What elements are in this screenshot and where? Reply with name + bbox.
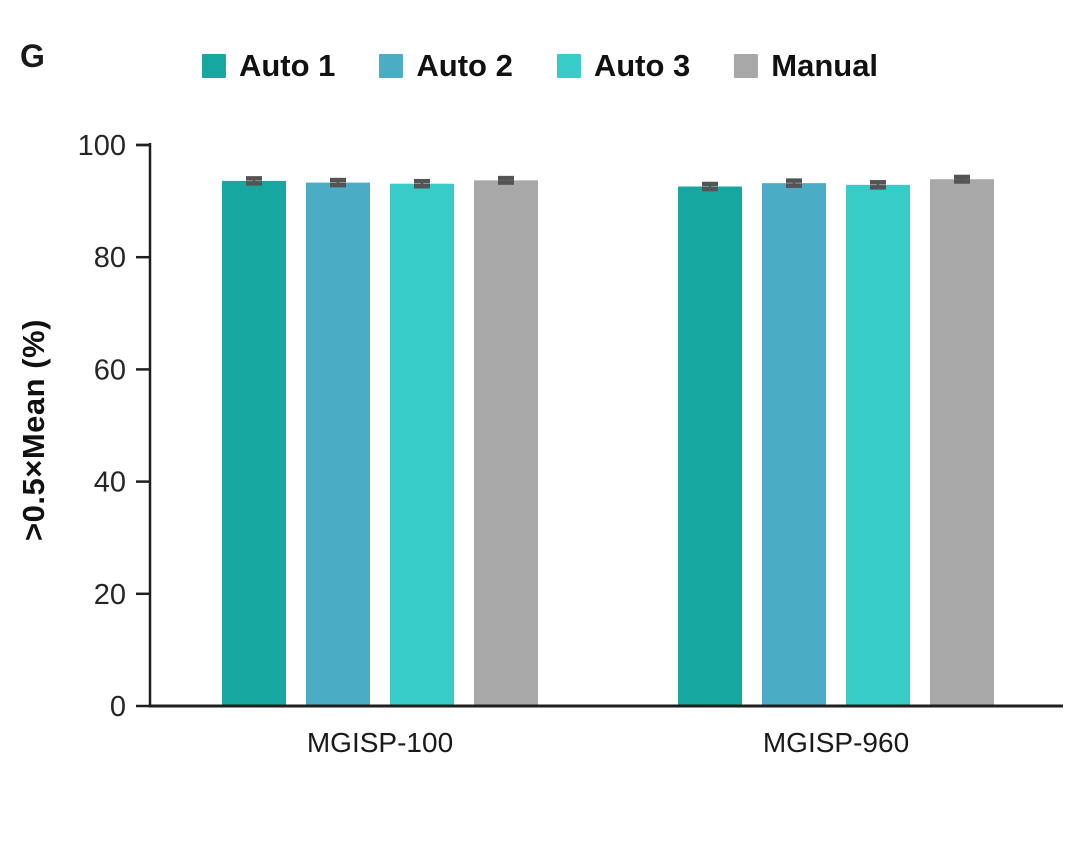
legend-label-auto-3: Auto 3: [593, 48, 691, 83]
legend-swatch-auto-3: [556, 53, 581, 78]
legend-label-auto-1: Auto 1: [238, 48, 336, 83]
bar-auto-1-mgisp-100: [222, 180, 286, 705]
bar-manual-mgisp-100: [474, 180, 538, 705]
legend-item-manual: Manual: [734, 50, 878, 81]
legend-swatch-manual: [734, 53, 759, 78]
y-tick-label: 0: [110, 691, 126, 723]
legend-item-auto-2: Auto 2: [379, 48, 513, 83]
legend-label-manual: Manual: [771, 48, 879, 83]
y-tick-label: 80: [94, 242, 126, 274]
bar-auto-3-mgisp-960: [846, 184, 910, 705]
legend-item-auto-1: Auto 1: [201, 48, 336, 83]
x-category-label: MGISP-100: [307, 727, 453, 758]
panel-label: G: [20, 38, 45, 74]
legend-swatch-auto-2: [379, 53, 404, 78]
y-tick-label: 40: [94, 467, 126, 499]
x-category-label: MGISP-960: [763, 727, 909, 758]
legend: Auto 1 Auto 2 Auto 3 Manual: [201, 48, 878, 83]
bar-auto-2-mgisp-960: [762, 183, 826, 705]
bar-auto-1-mgisp-960: [678, 186, 742, 705]
legend-item-auto-3: Auto 3: [556, 48, 691, 83]
legend-label-auto-2: Auto 2: [416, 48, 513, 83]
bar-auto-3-mgisp-100: [390, 183, 454, 705]
y-tick-label: 60: [94, 354, 126, 386]
bar-auto-2-mgisp-100: [306, 182, 370, 705]
legend-swatch-auto-1: [201, 53, 226, 78]
y-tick-label: 20: [94, 579, 126, 611]
bar-manual-mgisp-960: [930, 179, 994, 705]
y-tick-label: 100: [78, 130, 126, 162]
